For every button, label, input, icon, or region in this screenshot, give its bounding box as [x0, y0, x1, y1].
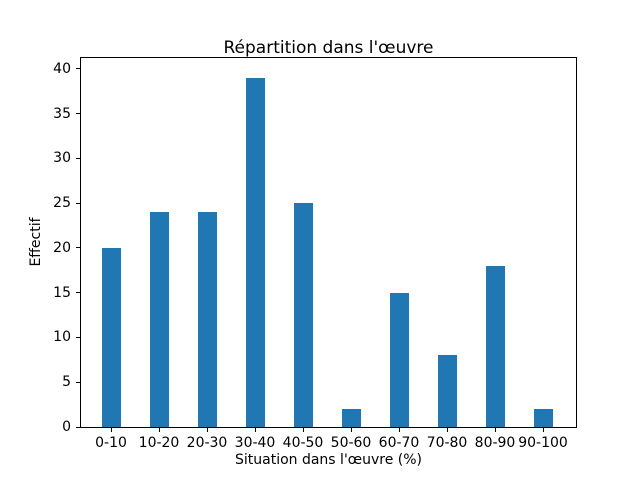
y-tick-label: 30: [53, 150, 71, 167]
x-tick-mark: [158, 428, 160, 432]
x-tick-mark: [494, 428, 496, 432]
x-tick-label: 90-100: [518, 435, 568, 451]
x-tick-mark: [110, 428, 112, 432]
bar-80-90: [485, 265, 505, 427]
x-tick-mark: [398, 428, 400, 432]
x-axis-label: Situation dans l'œuvre (%): [234, 452, 423, 468]
y-axis-label: Effectif: [28, 217, 44, 267]
x-tick-label: 70-80: [426, 435, 468, 451]
y-tick-mark: [76, 336, 80, 338]
bar-0-10: [101, 247, 121, 427]
plot-area: 0 5 10 15 20 25 30 35 40 0-10 10-20 20-30 30-40 40-50…: [53, 57, 577, 451]
y-tick-mark: [76, 381, 80, 383]
x-tick-label: 80-90: [474, 435, 516, 451]
x-tick-mark: [254, 428, 256, 432]
bar-20-30: [197, 212, 217, 427]
y-tick-label: 5: [62, 374, 71, 391]
x-tick-label: 30-40: [234, 435, 276, 451]
bar-50-60: [341, 409, 361, 427]
bar-30-40: [245, 77, 265, 427]
bar-60-70: [389, 292, 409, 427]
bar-70-80: [437, 355, 457, 427]
y-tick-mark: [76, 202, 80, 204]
y-tick-mark: [76, 68, 80, 70]
y-tick-label: 20: [53, 239, 71, 256]
y-tick-label: 0: [62, 419, 71, 435]
x-tick-label: 20-30: [186, 435, 228, 451]
y-tick-label: 25: [53, 195, 71, 212]
y-tick-label: 10: [53, 329, 71, 346]
x-tick-mark: [302, 428, 304, 432]
x-tick-mark: [350, 428, 352, 432]
bar-90-100: [533, 409, 553, 427]
y-tick-mark: [76, 292, 80, 294]
x-tick-mark: [206, 428, 208, 432]
y-tick-mark: [76, 247, 80, 249]
bar-40-50: [293, 203, 313, 427]
chart-title: Répartition dans l'œuvre: [223, 38, 434, 58]
x-tick-label: 60-70: [378, 435, 420, 451]
x-tick-mark: [542, 428, 544, 432]
x-tick-label: 40-50: [282, 435, 324, 451]
y-tick-mark: [76, 157, 80, 159]
x-tick-label: 10-20: [138, 435, 180, 451]
y-tick-label: 40: [53, 60, 71, 77]
bar-10-20: [149, 212, 169, 427]
x-tick-mark: [446, 428, 448, 432]
y-tick-label: 15: [53, 284, 71, 301]
y-tick-mark: [76, 113, 80, 115]
y-tick-mark: [76, 426, 80, 428]
x-tick-label: 50-60: [330, 435, 372, 451]
x-tick-label: 0-10: [95, 435, 127, 451]
y-tick-label: 35: [53, 105, 71, 122]
